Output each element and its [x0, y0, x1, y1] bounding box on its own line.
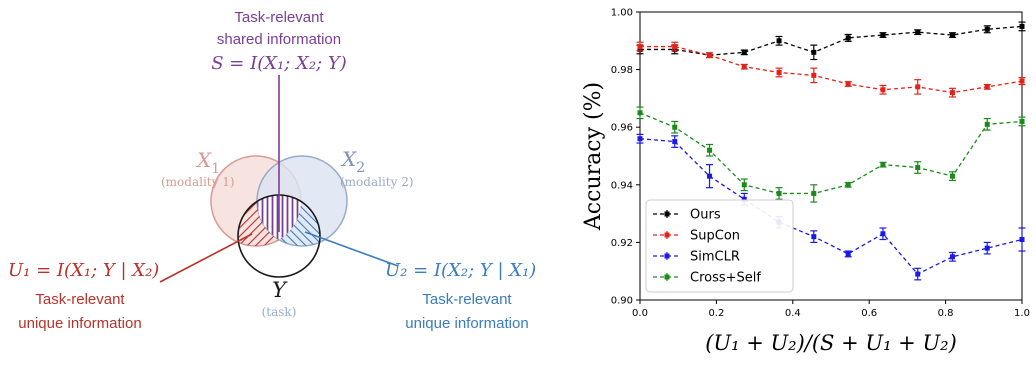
- y-tick-label: 0.98: [611, 65, 633, 76]
- legend-label-ours: Ours: [690, 208, 721, 223]
- data-point-simclr: [915, 271, 921, 277]
- data-point-cross-self: [949, 173, 955, 179]
- y-tick-label: 0.94: [611, 180, 633, 191]
- data-point-ours: [776, 38, 782, 44]
- data-point-ours: [915, 29, 921, 35]
- y-tick-label: 1.00: [611, 8, 633, 19]
- x-tick-label: 1.0: [1014, 308, 1030, 319]
- data-point-simclr: [811, 234, 817, 240]
- x-tick-label: 0.8: [938, 308, 954, 319]
- data-point-cross-self: [984, 121, 990, 127]
- u1-callout-line: [159, 233, 253, 283]
- u2-formula: U₂ = I(X₂; Y | X₁): [385, 260, 536, 281]
- data-point-cross-self: [845, 182, 851, 188]
- series-line-ours: [640, 25, 1023, 56]
- series-layer: [636, 21, 1026, 281]
- x-tick-label: 0.2: [708, 308, 724, 319]
- data-point-supcon: [637, 44, 643, 50]
- data-point-cross-self: [672, 124, 678, 130]
- legend-marker-supcon: [664, 232, 670, 238]
- data-point-ours: [811, 49, 817, 55]
- x2-label: X2: [340, 147, 365, 176]
- data-point-cross-self: [915, 165, 921, 171]
- data-point-simclr: [741, 196, 747, 202]
- data-point-supcon: [915, 84, 921, 90]
- data-point-cross-self: [811, 190, 817, 196]
- legend-label-supcon: SupCon: [690, 229, 740, 244]
- data-point-simclr: [984, 245, 990, 251]
- x2-modality-label: (modality 2): [340, 175, 414, 189]
- x-axis-label: (U₁ + U₂)/(S + U₁ + U₂): [705, 331, 957, 355]
- y-tick-label: 0.92: [611, 238, 633, 249]
- u2-callout-line: [304, 231, 399, 267]
- data-point-supcon: [845, 81, 851, 87]
- data-point-simclr: [1019, 237, 1025, 243]
- legend-label-cross-self: Cross+Self: [690, 271, 761, 286]
- series-line-cross-self: [639, 112, 1023, 195]
- u2-line1: Task-relevant: [422, 291, 512, 308]
- data-point-supcon: [811, 72, 817, 78]
- data-point-cross-self: [880, 162, 886, 168]
- data-point-cross-self: [741, 182, 747, 188]
- data-point-supcon: [1019, 78, 1025, 84]
- x-tick-label: 0.0: [632, 308, 648, 319]
- x-axis-ticks: 0.0 0.2 0.4 0.6 0.8 1.0: [632, 300, 1030, 319]
- y-axis-ticks: 0.90 0.92 0.94 0.96 0.98 1.00: [611, 8, 640, 307]
- legend-items: Ours SupCon SimCLR Cross+Self: [653, 208, 761, 286]
- y-label: Y: [272, 278, 288, 302]
- x1-modality-label: (modality 1): [161, 175, 235, 189]
- y-axis-label: Accuracy (%): [581, 82, 606, 231]
- plot-frame: [639, 11, 1023, 301]
- data-point-simclr: [880, 231, 886, 237]
- legend-marker-cross-self: [664, 274, 670, 280]
- data-point-ours: [845, 35, 851, 41]
- data-point-ours: [741, 49, 747, 55]
- u1-formula: U₁ = I(X₁; Y | X₂): [8, 260, 159, 281]
- data-point-cross-self: [776, 190, 782, 196]
- shared-title-line1: Task-relevant: [234, 9, 324, 26]
- shared-formula: S = I(X₁; X₂; Y): [211, 53, 347, 74]
- series-line-simclr: [639, 138, 1023, 275]
- data-point-simclr: [637, 136, 643, 142]
- data-point-simclr: [672, 139, 678, 145]
- data-point-ours: [880, 32, 886, 38]
- data-point-ours: [1019, 23, 1025, 29]
- data-point-cross-self: [707, 147, 713, 153]
- data-point-supcon: [741, 64, 747, 70]
- data-point-cross-self: [1019, 118, 1025, 124]
- u2-line2: unique information: [405, 315, 528, 332]
- x1-label: X1: [195, 148, 220, 177]
- accuracy-chart: 0.90 0.92 0.94 0.96 0.98 1.00 0.0 0.2 0.4 0.6 0.8…: [581, 8, 1030, 356]
- data-point-supcon: [707, 52, 713, 58]
- y-tick-label: 0.90: [611, 296, 633, 307]
- legend-marker-ours: [664, 211, 670, 217]
- data-point-supcon: [949, 90, 955, 96]
- data-point-simclr: [845, 251, 851, 257]
- y-task-label: (task): [262, 305, 297, 319]
- series-line-supcon: [640, 45, 1023, 94]
- u1-line2: unique information: [18, 315, 141, 332]
- data-point-ours: [984, 26, 990, 32]
- data-point-supcon: [672, 44, 678, 50]
- shared-title-line2: shared information: [217, 31, 341, 48]
- legend-label-simclr: SimCLR: [690, 250, 740, 265]
- data-point-supcon: [984, 84, 990, 90]
- data-point-ours: [949, 32, 955, 38]
- u1-line1: Task-relevant: [35, 291, 125, 308]
- x-tick-label: 0.4: [785, 308, 801, 319]
- data-point-supcon: [776, 69, 782, 75]
- y-tick-label: 0.96: [611, 123, 633, 134]
- data-point-simclr: [949, 254, 955, 260]
- data-point-cross-self: [637, 110, 643, 116]
- legend-marker-simclr: [664, 253, 670, 259]
- venn-diagram: Task-relevant shared information S = I(X…: [8, 9, 536, 332]
- x-tick-label: 0.6: [861, 308, 877, 319]
- legend: Ours SupCon SimCLR Cross+Self: [645, 199, 794, 293]
- data-point-simclr: [707, 173, 713, 179]
- legend-box: [645, 199, 794, 293]
- data-point-supcon: [880, 87, 886, 93]
